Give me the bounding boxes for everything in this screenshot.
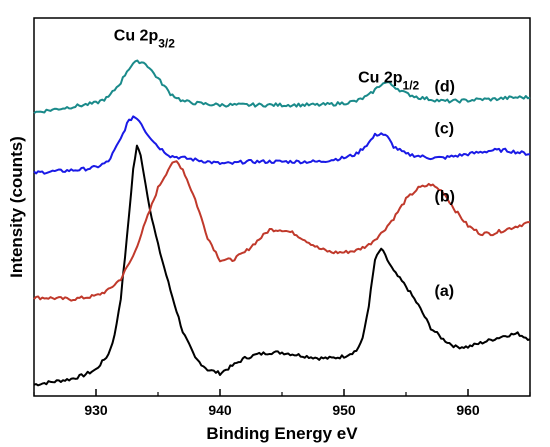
series-label-a: (a) xyxy=(435,283,455,300)
series-layer xyxy=(33,59,531,387)
series-line-d xyxy=(33,59,531,115)
peak-label-cu2p12: Cu 2p1/2 xyxy=(358,69,419,92)
x-tick-label: 950 xyxy=(332,402,356,418)
series-labels: (a) (b) (c) (d) xyxy=(435,79,455,300)
annotations: Cu 2p3/2 Cu 2p1/2 xyxy=(114,28,420,93)
series-label-b: (b) xyxy=(435,188,455,205)
x-tick-label: 940 xyxy=(208,402,232,418)
series-line-b xyxy=(33,160,531,302)
plot-frame xyxy=(33,17,531,397)
peak-label-cu2p32: Cu 2p3/2 xyxy=(114,28,175,51)
x-tick-label: 930 xyxy=(84,402,108,418)
series-label-d: (d) xyxy=(435,79,455,96)
series-label-c: (c) xyxy=(435,120,455,137)
x-ticks: 930 940 950 960 xyxy=(33,389,531,418)
series-line-c xyxy=(33,115,531,175)
x-axis-title: Binding Energy eV xyxy=(206,424,358,443)
series-line-a xyxy=(33,144,531,387)
y-axis-title: Intensity (counts) xyxy=(7,136,26,278)
x-tick-label: 960 xyxy=(456,402,480,418)
